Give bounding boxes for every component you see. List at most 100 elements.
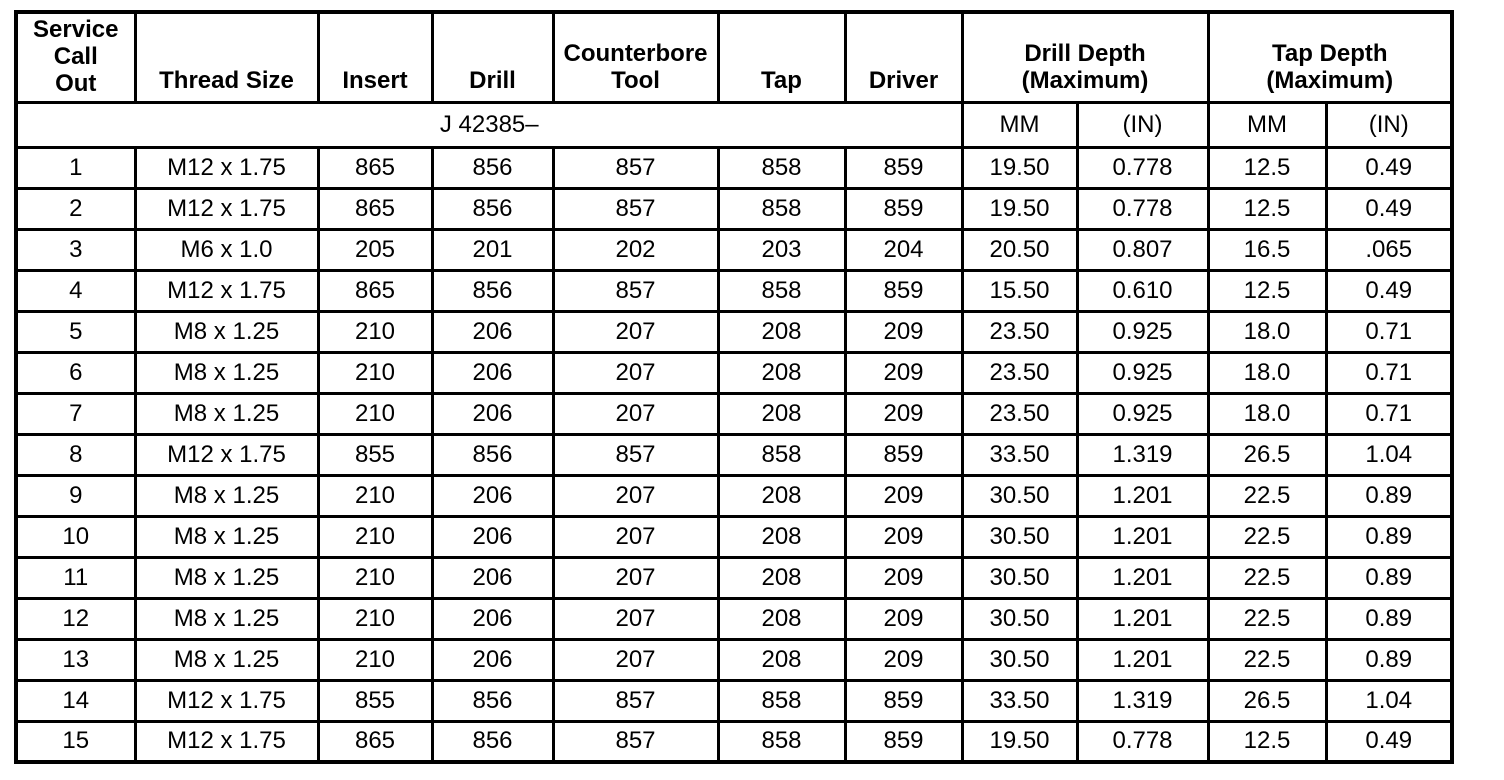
table-header: Service Call Out Thread Size Insert Dril… xyxy=(14,10,1454,149)
cell-drill-depth-mm: 19.50 xyxy=(960,145,1079,190)
cell-thread-size: M12 x 1.75 xyxy=(133,268,320,313)
cell-driver: 859 xyxy=(843,268,964,313)
cell-call-out: 15 xyxy=(14,719,137,764)
cell-driver: 859 xyxy=(843,186,964,231)
col-header-drill-depth: Drill Depth (Maximum) xyxy=(960,10,1210,104)
cell-call-out: 5 xyxy=(14,309,137,354)
cell-drill-depth-in: 0.778 xyxy=(1075,186,1210,231)
table-row: 11 M8 x 1.25 210 206 207 208 209 30.50 1.201 22.5… xyxy=(14,555,1454,600)
cell-drill-depth-mm: 30.50 xyxy=(960,514,1079,559)
cell-drill: 856 xyxy=(430,432,555,477)
cell-drill-depth-in: 1.319 xyxy=(1075,678,1210,723)
cell-tap-depth-mm: 26.5 xyxy=(1206,432,1328,477)
cell-thread-size: M8 x 1.25 xyxy=(133,514,320,559)
cell-tap: 858 xyxy=(716,145,847,190)
header-row: Service Call Out Thread Size Insert Dril… xyxy=(14,10,1454,104)
cell-insert: 865 xyxy=(316,719,434,764)
cell-drill-depth-in: 1.201 xyxy=(1075,637,1210,682)
cell-thread-size: M6 x 1.0 xyxy=(133,227,320,272)
cell-tap-depth-mm: 22.5 xyxy=(1206,473,1328,518)
cell-drill-depth-mm: 30.50 xyxy=(960,637,1079,682)
subheader-row: J 42385– MM (IN) MM (IN) xyxy=(14,100,1454,149)
cell-drill-depth-in: 0.778 xyxy=(1075,719,1210,764)
cell-counterbore: 857 xyxy=(551,268,720,313)
table-body: 1 M12 x 1.75 865 856 857 858 859 19.50 0.778 12.5… xyxy=(14,145,1454,764)
cell-drill: 206 xyxy=(430,596,555,641)
cell-call-out: 8 xyxy=(14,432,137,477)
cell-tap-depth-in: 1.04 xyxy=(1324,432,1454,477)
cell-insert: 210 xyxy=(316,391,434,436)
cell-counterbore: 207 xyxy=(551,596,720,641)
cell-call-out: 2 xyxy=(14,186,137,231)
cell-counterbore: 857 xyxy=(551,186,720,231)
cell-tap-depth-in: 0.71 xyxy=(1324,391,1454,436)
cell-thread-size: M12 x 1.75 xyxy=(133,719,320,764)
cell-tap: 208 xyxy=(716,309,847,354)
cell-tap-depth-in: 0.89 xyxy=(1324,473,1454,518)
cell-counterbore: 857 xyxy=(551,145,720,190)
table-row: 2 M12 x 1.75 865 856 857 858 859 19.50 0.778 12.5… xyxy=(14,186,1454,231)
table-row: 6 M8 x 1.25 210 206 207 208 209 23.50 0.925 18.0 0… xyxy=(14,350,1454,395)
cell-drill: 206 xyxy=(430,309,555,354)
cell-tap-depth-mm: 12.5 xyxy=(1206,268,1328,313)
cell-drill-depth-mm: 23.50 xyxy=(960,350,1079,395)
cell-insert: 210 xyxy=(316,514,434,559)
cell-tap-depth-in: 0.89 xyxy=(1324,637,1454,682)
cell-tap-depth-in: 0.49 xyxy=(1324,145,1454,190)
cell-counterbore: 207 xyxy=(551,555,720,600)
cell-counterbore: 207 xyxy=(551,473,720,518)
col-header-tap: Tap xyxy=(716,10,847,104)
table-row: 1 M12 x 1.75 865 856 857 858 859 19.50 0.778 12.5… xyxy=(14,145,1454,190)
cell-thread-size: M12 x 1.75 xyxy=(133,145,320,190)
cell-call-out: 7 xyxy=(14,391,137,436)
cell-drill: 856 xyxy=(430,678,555,723)
cell-tap-depth-in: 0.49 xyxy=(1324,268,1454,313)
cell-thread-size: M8 x 1.25 xyxy=(133,596,320,641)
cell-call-out: 13 xyxy=(14,637,137,682)
col-header-drill: Drill xyxy=(430,10,555,104)
cell-call-out: 9 xyxy=(14,473,137,518)
cell-tap: 858 xyxy=(716,432,847,477)
cell-drill-depth-mm: 20.50 xyxy=(960,227,1079,272)
cell-tap: 208 xyxy=(716,514,847,559)
cell-driver: 209 xyxy=(843,350,964,395)
cell-drill-depth-mm: 15.50 xyxy=(960,268,1079,313)
cell-thread-size: M8 x 1.25 xyxy=(133,391,320,436)
cell-tap-depth-mm: 12.5 xyxy=(1206,719,1328,764)
cell-insert: 210 xyxy=(316,596,434,641)
tool-reference-table: Service Call Out Thread Size Insert Dril… xyxy=(14,10,1454,764)
cell-tap: 208 xyxy=(716,391,847,436)
cell-insert: 210 xyxy=(316,555,434,600)
cell-drill-depth-mm: 19.50 xyxy=(960,719,1079,764)
cell-tap-depth-mm: 16.5 xyxy=(1206,227,1328,272)
cell-tap-depth-mm: 22.5 xyxy=(1206,514,1328,559)
table-row: 10 M8 x 1.25 210 206 207 208 209 30.50 1.201 22.5… xyxy=(14,514,1454,559)
cell-call-out: 10 xyxy=(14,514,137,559)
cell-tap-depth-mm: 18.0 xyxy=(1206,309,1328,354)
col-header-insert: Insert xyxy=(316,10,434,104)
cell-call-out: 4 xyxy=(14,268,137,313)
cell-insert: 210 xyxy=(316,350,434,395)
unit-header-drill-depth-in: (IN) xyxy=(1075,100,1210,149)
unit-header-tap-depth-in: (IN) xyxy=(1324,100,1454,149)
cell-tap: 208 xyxy=(716,350,847,395)
cell-drill-depth-in: 0.925 xyxy=(1075,350,1210,395)
table-row: 7 M8 x 1.25 210 206 207 208 209 23.50 0.925 18.0 0… xyxy=(14,391,1454,436)
cell-driver: 209 xyxy=(843,309,964,354)
cell-drill-depth-in: 0.925 xyxy=(1075,309,1210,354)
cell-tap-depth-in: 0.49 xyxy=(1324,719,1454,764)
cell-drill-depth-mm: 33.50 xyxy=(960,432,1079,477)
cell-tap: 858 xyxy=(716,186,847,231)
cell-call-out: 11 xyxy=(14,555,137,600)
unit-header-drill-depth-mm: MM xyxy=(960,100,1079,149)
cell-driver: 859 xyxy=(843,145,964,190)
cell-drill-depth-in: 1.201 xyxy=(1075,555,1210,600)
cell-tap-depth-in: 0.89 xyxy=(1324,514,1454,559)
cell-drill: 206 xyxy=(430,391,555,436)
cell-insert: 210 xyxy=(316,637,434,682)
cell-tap-depth-in: 0.89 xyxy=(1324,555,1454,600)
cell-drill: 856 xyxy=(430,145,555,190)
cell-driver: 859 xyxy=(843,432,964,477)
cell-driver: 209 xyxy=(843,596,964,641)
